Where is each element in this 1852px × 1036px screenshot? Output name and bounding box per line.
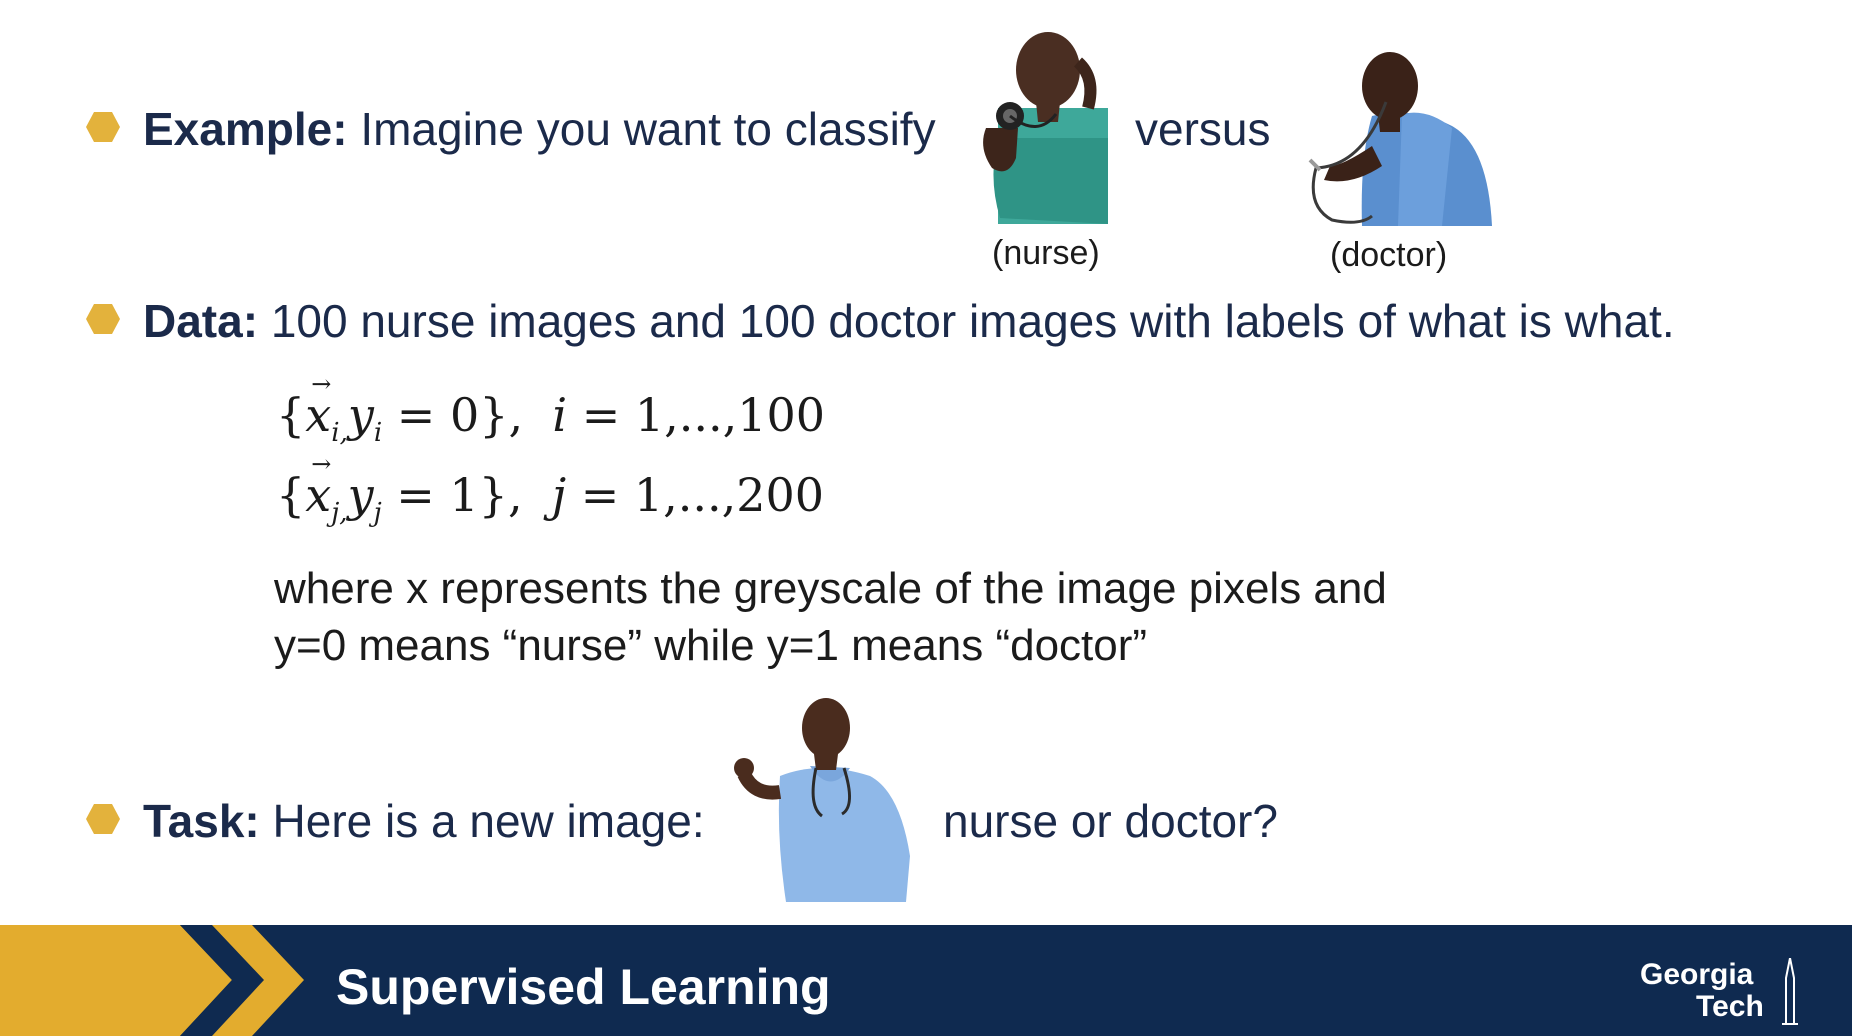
doctor-caption: (doctor) — [1330, 236, 1448, 274]
explanation-text: where x represents the greyscale of the … — [274, 560, 1387, 674]
slide-title: Supervised Learning — [336, 959, 831, 1015]
georgia-tech-logo: Georgia Tech — [1630, 958, 1830, 1028]
hexagon-bullet-icon — [86, 804, 120, 834]
brace-open: { — [276, 388, 306, 442]
subscript-j: j — [373, 498, 382, 528]
equation-nurse: {xi,yi = 0}, i = 1,...,100 — [276, 372, 825, 446]
label-value: = 0}, — [382, 388, 524, 442]
task-label: Task: — [143, 795, 260, 847]
data-text: 100 nurse images and 100 doctor images w… — [270, 295, 1675, 347]
subscript-j: j — [331, 498, 340, 528]
explanation-line-1: where x represents the greyscale of the … — [274, 564, 1387, 613]
vector-x: x — [305, 372, 331, 438]
subscript-i: i — [331, 418, 340, 448]
data-label: Data: — [143, 295, 259, 347]
brace-open: { — [276, 468, 306, 522]
logo-word-georgia: Georgia — [1640, 958, 1754, 991]
index-range: = 1,...,100 — [567, 388, 826, 442]
versus-text: versus — [1135, 103, 1271, 155]
tower-icon — [1782, 958, 1798, 1025]
chevron-icon — [0, 925, 304, 1036]
explanation-line-2: y=0 means “nurse” while y=1 means “docto… — [274, 621, 1148, 671]
data-line: Data: 100 nurse images and 100 doctor im… — [143, 298, 1675, 344]
nurse-image — [983, 32, 1108, 224]
subscript-i: i — [373, 418, 383, 448]
example-label: Example: — [143, 103, 348, 155]
index-j: j — [551, 468, 567, 522]
variable-y: y — [347, 468, 374, 522]
logo-word-tech: Tech — [1696, 990, 1764, 1023]
nurse-caption: (nurse) — [992, 234, 1100, 272]
task-question: nurse or doctor? — [943, 795, 1278, 847]
hexagon-bullet-icon — [86, 304, 120, 334]
label-value: = 1}, — [381, 468, 523, 522]
task-text: Here is a new image: — [272, 795, 705, 847]
example-text: Imagine you want to classify — [360, 103, 936, 155]
example-line: Example: Imagine you want to classify — [143, 106, 936, 152]
index-range: = 1,...,200 — [566, 468, 825, 522]
doctor-image — [1308, 52, 1492, 226]
variable-y: y — [347, 388, 374, 442]
index-i: i — [552, 388, 568, 442]
equation-doctor: {xj,yj = 1}, j = 1,...,200 — [276, 452, 824, 526]
hexagon-bullet-icon — [86, 112, 120, 142]
new-image — [734, 698, 910, 902]
vector-x: x — [305, 452, 331, 518]
footer-bar — [0, 925, 1852, 1036]
task-line: Task: Here is a new image: — [143, 798, 705, 844]
